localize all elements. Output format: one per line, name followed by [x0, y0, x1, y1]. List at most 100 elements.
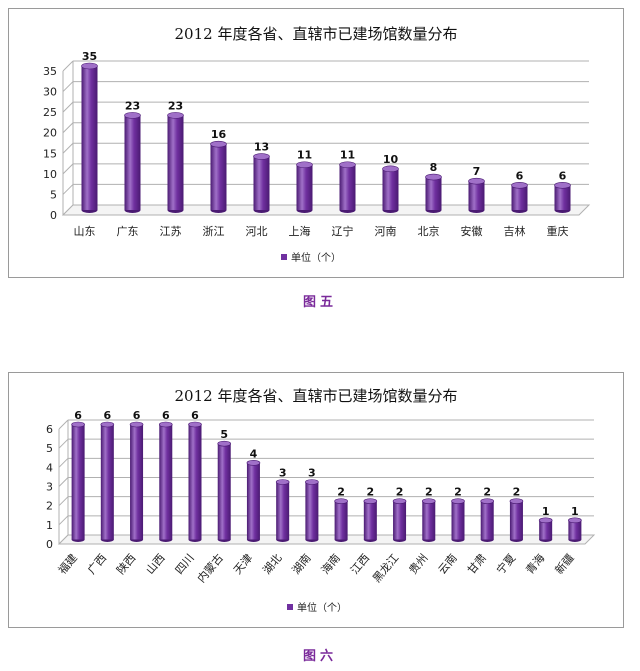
data-label: 10: [383, 153, 399, 166]
x-tick-label: 贵州: [406, 552, 430, 577]
x-tick-label: 北京: [418, 224, 440, 238]
bar-广西: [100, 421, 115, 542]
figure-caption-1: 图五: [302, 295, 337, 310]
bar-海南: [334, 498, 348, 542]
y-tick-label: 30: [43, 86, 57, 99]
data-label: 11: [297, 149, 312, 162]
bar-chart-2: 0 1 2 3 4 5 6 6 福建 6 广西 6 陕西 6 山西 6 四川 5 内蒙古 4 天津 3 湖北 3 湖南 2 海南 2 江…: [46, 409, 596, 614]
y-tick-label: 3: [46, 481, 53, 494]
data-label: 6: [162, 409, 170, 422]
data-label: 2: [513, 486, 521, 499]
data-label: 1: [542, 505, 550, 518]
bar-天津: [246, 460, 261, 542]
x-tick-label: 山西: [143, 552, 167, 577]
gridline-diag: [58, 438, 69, 449]
bar-内蒙古: [217, 440, 232, 542]
data-label: 7: [473, 165, 481, 178]
x-tick-label: 内蒙古: [194, 551, 226, 585]
gridline-diag: [58, 457, 69, 468]
bar-湖北: [275, 479, 290, 542]
y-tick-label: 5: [46, 442, 53, 455]
y-tick-label: 0: [50, 209, 57, 222]
x-tick-label: 辽宁: [332, 224, 354, 238]
x-tick-label: 四川: [173, 552, 197, 577]
bar-青海: [538, 517, 553, 542]
y-tick-label: 10: [43, 168, 57, 181]
data-label: 23: [168, 99, 183, 112]
gridline-diag: [62, 101, 74, 113]
bar-新疆: [568, 517, 582, 542]
data-label: 35: [82, 50, 97, 63]
x-tick-label: 福建: [55, 551, 80, 577]
y-tick-label: 35: [43, 65, 57, 78]
x-tick-label: 新疆: [552, 551, 577, 577]
bar-宁夏: [509, 498, 524, 542]
bar-江西: [363, 498, 378, 542]
x-tick-label: 广东: [117, 225, 139, 238]
bar-北京: [425, 173, 442, 213]
x-tick-label: 黑龙江: [370, 552, 401, 586]
x-tick-label: 江苏: [160, 225, 182, 238]
legend-swatch: [281, 254, 287, 260]
bar-浙江: [210, 140, 227, 213]
chart-title-1: 2012 年度各省、直辖市已建场馆数量分布: [174, 25, 458, 43]
bar-安徽: [468, 177, 485, 213]
bar-重庆: [554, 182, 571, 213]
bar-贵州: [421, 498, 436, 542]
gridline-diag: [62, 60, 74, 72]
bar-山东: [81, 62, 98, 213]
x-tick-label: 重庆: [547, 224, 569, 238]
bar-湖南: [305, 479, 319, 542]
x-tick-label: 湖北: [260, 552, 284, 577]
x-tick-label: 浙江: [203, 225, 225, 238]
figure-caption-2: 图六: [302, 649, 337, 664]
bar-四川: [188, 421, 202, 542]
y-tick-label: 1: [46, 519, 53, 532]
gridline-diag: [62, 122, 74, 134]
bar-云南: [451, 498, 465, 542]
chart-panel-1: 2012 年度各省、直辖市已建场馆数量分布 0 5 10 15 20 25 30 35 35 山东…: [8, 8, 624, 278]
data-label: 2: [396, 486, 404, 499]
chart-title-2: 2012 年度各省、直辖市已建场馆数量分布: [174, 387, 458, 405]
data-label: 11: [340, 149, 355, 162]
x-tick-label: 河北: [246, 225, 268, 238]
data-label: 23: [125, 99, 140, 112]
bar-河南: [382, 165, 399, 213]
x-tick-label: 河南: [375, 225, 397, 238]
data-label: 6: [104, 409, 112, 422]
data-label: 2: [454, 486, 462, 499]
y-tick-label: 20: [43, 127, 57, 140]
legend-swatch: [287, 604, 293, 610]
data-label: 3: [279, 467, 287, 480]
data-label: 6: [74, 409, 82, 422]
bar-江苏: [167, 112, 184, 213]
legend: 单位（个）: [287, 601, 347, 614]
data-label: 6: [133, 409, 141, 422]
gridline-diag: [62, 163, 74, 175]
data-label: 1: [571, 505, 579, 518]
gridline-diag: [62, 81, 74, 92]
data-label: 2: [483, 486, 491, 499]
bar-上海: [296, 161, 313, 213]
bar-河北: [253, 153, 270, 213]
bar-广东: [124, 112, 141, 213]
data-label: 8: [430, 161, 438, 174]
x-tick-label: 宁夏: [493, 551, 518, 577]
gridline-diag: [62, 184, 74, 195]
x-tick-label: 天津: [231, 552, 255, 577]
data-label: 6: [559, 169, 567, 182]
bar-福建: [71, 421, 85, 542]
bar-chart-1: 0 5 10 15 20 25 30 35 35 山东 23 广东 23 江苏 16 浙江 13 河北 11 上海 11…: [43, 50, 591, 264]
data-label: 13: [254, 141, 269, 154]
chart-panel-2: 2012 年度各省、直辖市已建场馆数量分布 0 1 2 3 4 5 6 6 福建 6 广西 6 陕西 6 山…: [8, 372, 624, 628]
y-tick-label: 15: [43, 147, 57, 160]
data-label: 16: [211, 128, 227, 141]
data-label: 4: [250, 447, 258, 460]
x-tick-label: 海南: [318, 551, 343, 577]
x-tick-label: 湖南: [290, 552, 314, 577]
x-tick-label: 云南: [436, 552, 460, 577]
legend-label: 单位（个）: [297, 601, 347, 614]
bar-陕西: [129, 421, 144, 542]
data-label: 6: [516, 169, 524, 182]
y-tick-label: 25: [43, 106, 57, 119]
